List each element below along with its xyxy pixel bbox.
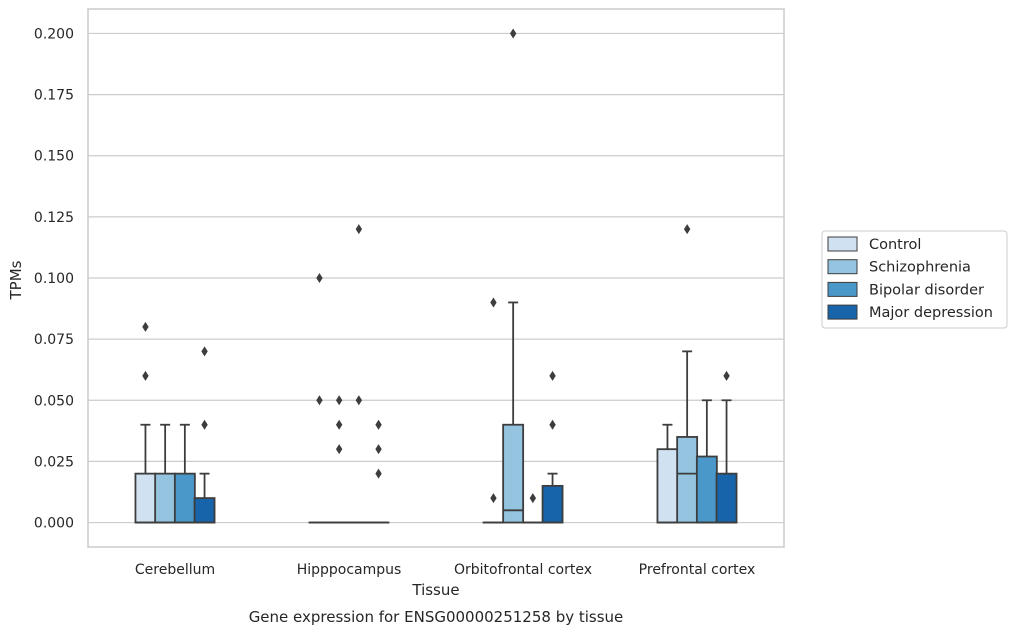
x-tick-label: Hipppocampus: [297, 562, 402, 578]
y-tick-label: 0.125: [34, 210, 74, 226]
box-body: [503, 425, 523, 523]
outlier-point: [336, 444, 342, 454]
chart-caption: Gene expression for ENSG00000251258 by t…: [249, 608, 624, 626]
legend-label: Control: [869, 237, 921, 253]
box-group: [369, 420, 389, 523]
outlier-point: [530, 493, 536, 503]
y-tick-label: 0.150: [34, 149, 74, 165]
x-tick-labels: Cerebellum Hipppocampus Orbitofrontal cort…: [135, 562, 755, 578]
outlier-point: [142, 322, 148, 332]
outlier-point: [375, 469, 381, 479]
box-group: [483, 297, 503, 522]
box-body: [543, 486, 563, 523]
box-group: [717, 371, 737, 523]
outlier-point: [316, 395, 322, 405]
legend-label: Schizophrenia: [869, 260, 971, 276]
legend-swatch: [828, 260, 857, 274]
box-group: [657, 425, 677, 523]
box-group: [677, 224, 697, 522]
legend-swatch: [828, 282, 857, 296]
box-body: [135, 474, 155, 523]
box-group: [523, 493, 543, 522]
box-body: [195, 498, 215, 522]
outlier-point: [375, 444, 381, 454]
y-tick-label: 0.025: [34, 454, 74, 470]
box-body: [697, 457, 717, 523]
y-axis-label: TPMs: [7, 260, 25, 300]
x-tick-label: Prefrontal cortex: [639, 562, 756, 578]
box-group: [135, 322, 155, 523]
outlier-point: [490, 297, 496, 307]
outlier-point: [510, 28, 516, 38]
box-group: [309, 273, 329, 523]
outlier-point: [356, 395, 362, 405]
box-group: [543, 371, 563, 523]
y-tick-label: 0.100: [34, 271, 74, 287]
outlier-point: [142, 371, 148, 381]
y-tick-label: 0.175: [34, 88, 74, 104]
y-tick-label: 0.000: [34, 516, 74, 532]
legend-swatch: [828, 305, 857, 319]
outlier-point: [336, 395, 342, 405]
y-tick-label: 0.200: [34, 26, 74, 42]
y-tick-label: 0.075: [34, 332, 74, 348]
box-group: [349, 224, 369, 522]
x-axis-label: Tissue: [411, 581, 459, 599]
box-body: [175, 474, 195, 523]
box-layer: [135, 28, 736, 522]
y-tick-labels: 0.000 0.025 0.050 0.075 0.100 0.125 0.150 0.175…: [34, 26, 74, 531]
outlier-point: [201, 420, 207, 430]
outlier-point: [316, 273, 322, 283]
outlier-point: [375, 420, 381, 430]
outlier-point: [723, 371, 729, 381]
legend-label: Bipolar disorder: [869, 282, 984, 298]
box-body: [657, 449, 677, 522]
outlier-point: [549, 371, 555, 381]
outlier-point: [356, 224, 362, 234]
box-group: [697, 400, 717, 522]
outlier-point: [336, 420, 342, 430]
outlier-point: [549, 420, 555, 430]
legend-swatch: [828, 237, 857, 251]
box-group: [329, 395, 349, 522]
box-group: [195, 346, 215, 522]
box-body: [155, 474, 175, 523]
x-tick-label: Cerebellum: [135, 562, 215, 578]
box-group: [175, 425, 195, 523]
x-tick-label: Orbitofrontal cortex: [454, 562, 592, 578]
outlier-point: [201, 346, 207, 356]
legend-label: Major depression: [869, 305, 993, 321]
y-tick-label: 0.050: [34, 393, 74, 409]
box-body: [677, 437, 697, 523]
legend: Control Schizophrenia Bipolar disorder Majo…: [822, 231, 1007, 328]
box-body: [717, 474, 737, 523]
box-group: [155, 425, 175, 523]
outlier-point: [684, 224, 690, 234]
outlier-point: [490, 493, 496, 503]
box-group: [503, 28, 523, 522]
